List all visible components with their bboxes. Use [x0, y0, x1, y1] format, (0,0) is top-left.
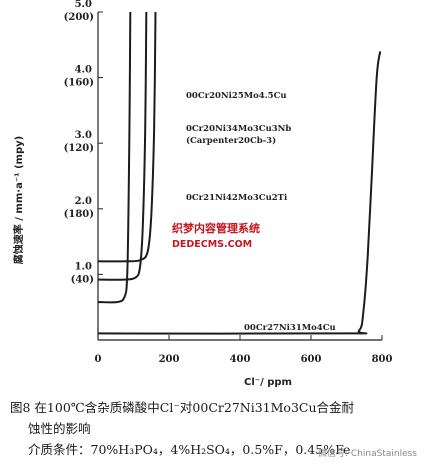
caption-line-3: 介质条件：70%H₃PO₄，4%H₂SO₄，0.5%F，0.45%Fe	[28, 442, 351, 457]
series-label: 00Cr27Ni31Mo4Cu	[244, 323, 336, 333]
caption-line-2: 蚀性的影响	[28, 421, 91, 436]
series-line	[97, 11, 148, 281]
wechat-watermark: 微信号: ChinaStainless	[318, 449, 417, 459]
x-axis-label: Cl⁻/ ppm	[244, 377, 292, 388]
series-line	[97, 11, 157, 263]
y-tick-sublabel: (180)	[64, 209, 94, 220]
y-tick-label: 4.0	[75, 65, 92, 76]
x-tick-label: 0	[95, 354, 102, 365]
x-axis-ticks: 0 200 400 600 800	[95, 335, 393, 365]
y-tick-label: 1.0	[75, 261, 92, 272]
y-axis-label: 腐蚀速率 / mm·a⁻¹ (mpy)	[12, 136, 25, 264]
series-line	[97, 51, 382, 335]
figure-caption: 图8 在100℃含杂质磷酸中Cl⁻对00Cr27Ni31Mo3Cu合金耐 蚀性的…	[10, 397, 435, 460]
series-curves	[97, 11, 382, 335]
series-label: 0Cr21Ni42Mo3Cu2Ti	[186, 193, 288, 203]
x-tick-label: 200	[159, 354, 180, 365]
x-tick-label: 600	[301, 354, 322, 365]
series-line	[97, 11, 132, 304]
x-tick-label: 400	[230, 354, 251, 365]
y-tick-sublabel: (200)	[64, 12, 94, 23]
x-tick-label: 800	[372, 354, 393, 365]
axes	[97, 12, 382, 341]
y-tick-sublabel: (120)	[64, 143, 94, 154]
y-tick-label: 2.0	[75, 196, 92, 207]
caption-line-1: 图8 在100℃含杂质磷酸中Cl⁻对00Cr27Ni31Mo3Cu合金耐	[10, 400, 355, 415]
watermark-url: DEDECMS.COM	[172, 239, 252, 250]
y-tick-label: 3.0	[75, 130, 92, 141]
series-label-sub: (Carpenter20Cb-3)	[186, 135, 276, 146]
series-labels: 00Cr20Ni25Mo4.5Cu 0Cr20Ni34Mo3Cu3Nb(Carpe…	[186, 91, 336, 333]
y-tick-sublabel: (160)	[64, 78, 94, 89]
watermark-text: 织梦内容管理系统	[172, 221, 260, 235]
y-tick-label: 5.0	[75, 0, 92, 10]
y-axis-ticks: 1.0 (40) 2.0 (180) 3.0 (120) 4.0 (160) 5.0 (200)	[64, 0, 103, 285]
series-label: 0Cr20Ni34Mo3Cu3Nb	[186, 124, 291, 134]
series-label: 00Cr20Ni25Mo4.5Cu	[186, 91, 287, 101]
chart: 1.0(40)2.0(180)3.0(120)4.0(160)5.0(200) …	[12, 0, 393, 388]
y-tick-sublabel: (40)	[71, 274, 94, 285]
